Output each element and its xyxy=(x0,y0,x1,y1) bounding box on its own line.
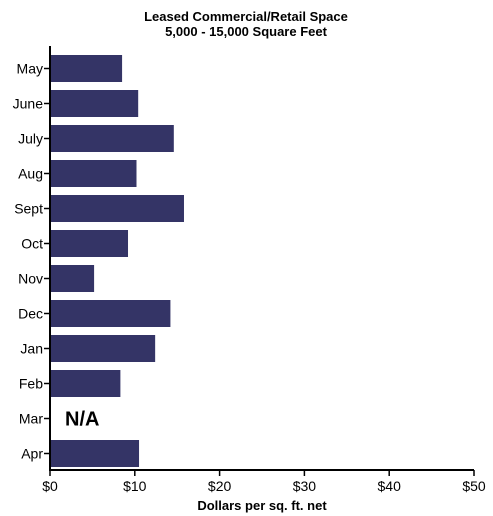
x-tick-label: $0 xyxy=(42,478,58,494)
x-tick-label: $10 xyxy=(123,478,147,494)
y-tick-label: Mar xyxy=(19,411,43,427)
y-tick-label: June xyxy=(13,96,44,112)
y-tick-label: Aug xyxy=(18,166,43,182)
y-tick-label: May xyxy=(17,61,43,77)
x-tick-label: $40 xyxy=(378,478,402,494)
y-tick-label: Sept xyxy=(14,201,43,217)
bars-group: N/A xyxy=(50,55,184,467)
x-tick-label: $50 xyxy=(462,478,486,494)
y-tick-label: Nov xyxy=(18,271,43,287)
bar xyxy=(50,300,171,327)
y-tick-label: Oct xyxy=(21,236,43,252)
chart-title: Leased Commercial/Retail Space xyxy=(144,9,348,24)
bar xyxy=(50,370,121,397)
bar xyxy=(50,90,139,117)
chart-subtitle: 5,000 - 15,000 Square Feet xyxy=(165,24,328,39)
bar xyxy=(50,195,184,222)
x-axis-label: Dollars per sq. ft. net xyxy=(197,498,327,513)
bar xyxy=(50,335,156,362)
y-tick-label: Dec xyxy=(18,306,43,322)
y-tick-label: Jan xyxy=(20,341,43,357)
y-tick-label: Feb xyxy=(19,376,43,392)
bar xyxy=(50,160,137,187)
y-tick-label: Apr xyxy=(21,446,43,462)
bar xyxy=(50,265,95,292)
missing-value-label: N/A xyxy=(65,409,99,431)
x-ticks: $0 $10 $20 $30 $40 $50 xyxy=(42,470,486,494)
bar xyxy=(50,230,129,257)
y-tick-labels: May June July Aug Sept Oct Nov Dec Jan Feb Mar Apr xyxy=(13,61,50,462)
bar xyxy=(50,440,140,467)
y-tick-label: July xyxy=(18,131,43,147)
x-tick-label: $30 xyxy=(293,478,317,494)
bar xyxy=(50,125,174,152)
x-tick-label: $20 xyxy=(208,478,232,494)
bar xyxy=(50,55,123,82)
